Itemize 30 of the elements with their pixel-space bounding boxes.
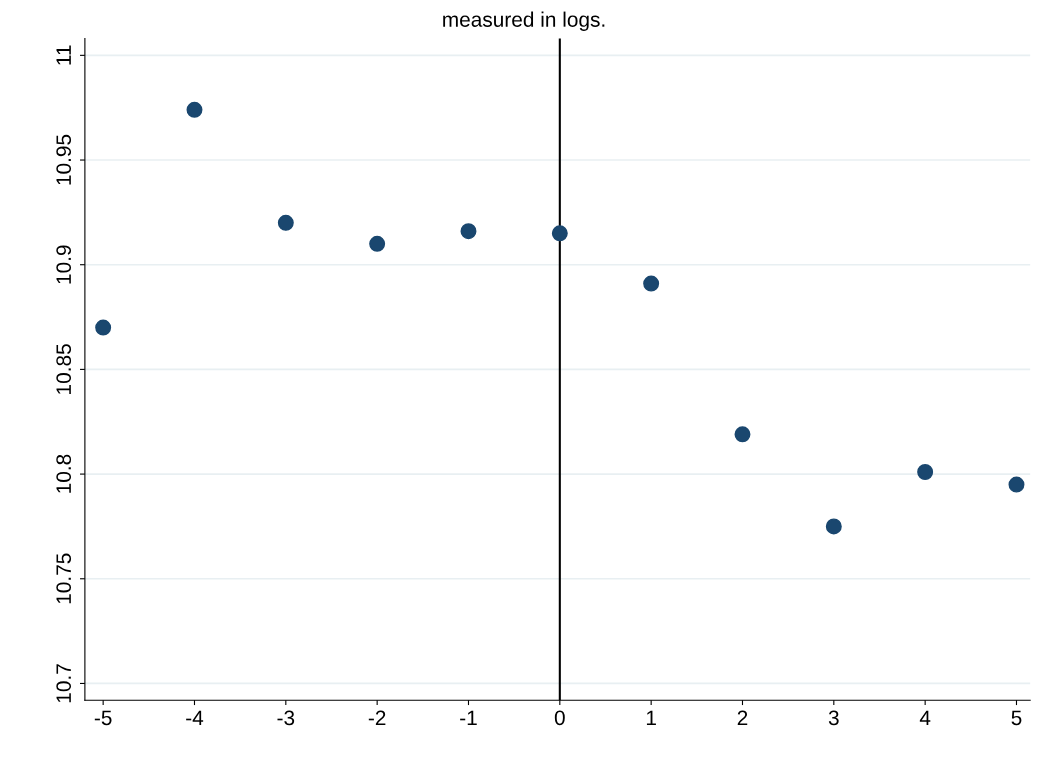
point [186,101,203,118]
x-tick-label: 3 [828,710,839,726]
point [734,426,751,443]
y-tick-label: 10.8 [56,454,72,493]
point [917,464,934,480]
point [95,319,112,336]
x-tick-label: 0 [554,710,565,726]
chart-title: measured in logs. [443,11,605,31]
x-tick-label: -1 [460,710,477,726]
point [1008,476,1025,493]
point [369,235,386,252]
x-tick-label: -4 [186,710,204,726]
y-tick-label: 10.9 [56,245,72,284]
x-tick-label: 5 [1011,710,1022,726]
y-tick-label: 11 [56,45,71,65]
y-tick-label: 10.7 [56,664,72,703]
point [277,214,294,231]
x-tick-label: 1 [646,710,656,726]
point [643,275,660,292]
x-tick-label: -2 [368,710,386,726]
x-tick-label: 4 [919,710,931,726]
y-tick-label: 10.75 [56,553,72,604]
y-tick-label: 10.85 [56,344,72,394]
point [460,223,477,240]
y-tick-label: 10.95 [56,134,72,185]
point [825,518,842,535]
x-tick-label: -3 [277,710,295,726]
x-tick-label: -5 [94,710,112,726]
point [551,225,568,242]
x-tick-label: 2 [737,710,748,726]
